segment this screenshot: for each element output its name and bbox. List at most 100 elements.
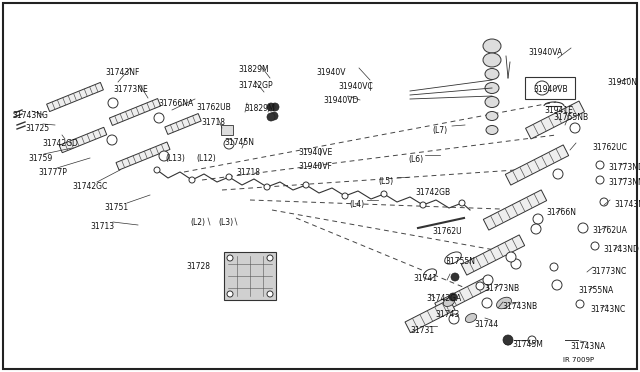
Text: 31940VA: 31940VA <box>528 48 563 57</box>
Text: (L5): (L5) <box>378 177 393 186</box>
Text: 31725: 31725 <box>25 124 49 133</box>
Ellipse shape <box>483 53 501 67</box>
Bar <box>224 252 276 300</box>
Text: (L13): (L13) <box>165 154 185 163</box>
Circle shape <box>189 177 195 183</box>
Circle shape <box>224 139 234 149</box>
Text: 31773NC: 31773NC <box>591 267 627 276</box>
Text: 31762U: 31762U <box>432 227 461 236</box>
Circle shape <box>420 202 426 208</box>
Text: 31773NB: 31773NB <box>484 284 519 293</box>
Text: 31718: 31718 <box>201 118 225 127</box>
Text: 31745M: 31745M <box>512 340 543 349</box>
Circle shape <box>267 113 275 121</box>
Polygon shape <box>506 145 569 185</box>
Text: 31743ND: 31743ND <box>603 245 639 254</box>
Text: 31829M: 31829M <box>238 65 269 74</box>
Ellipse shape <box>445 252 461 264</box>
Text: 31773NN: 31773NN <box>608 178 640 187</box>
Circle shape <box>528 336 536 344</box>
Ellipse shape <box>497 297 511 309</box>
Circle shape <box>159 151 169 161</box>
Circle shape <box>535 81 549 95</box>
Text: 31759: 31759 <box>28 154 52 163</box>
Ellipse shape <box>483 39 501 53</box>
Text: 31743: 31743 <box>435 310 460 319</box>
Text: 31742GB: 31742GB <box>415 188 450 197</box>
Text: 31829M: 31829M <box>244 104 275 113</box>
Text: 31743NC: 31743NC <box>590 305 625 314</box>
Text: 31742GD: 31742GD <box>42 139 78 148</box>
Text: 31745N: 31745N <box>224 138 254 147</box>
Circle shape <box>267 291 273 297</box>
FancyBboxPatch shape <box>525 77 575 99</box>
Text: 31755N: 31755N <box>445 257 475 266</box>
Polygon shape <box>525 101 584 139</box>
Text: 31773NE: 31773NE <box>113 85 148 94</box>
Text: (L12): (L12) <box>196 154 216 163</box>
Circle shape <box>600 198 608 206</box>
Text: 31742GA: 31742GA <box>426 294 461 303</box>
Text: 31744: 31744 <box>474 320 499 329</box>
Text: (L4): (L4) <box>349 200 364 209</box>
Circle shape <box>108 98 118 108</box>
Circle shape <box>550 263 558 271</box>
Circle shape <box>576 300 584 308</box>
Circle shape <box>533 214 543 224</box>
Circle shape <box>553 169 563 179</box>
Circle shape <box>342 193 348 199</box>
Text: 31743NG: 31743NG <box>12 111 48 120</box>
Polygon shape <box>435 278 489 314</box>
Text: 31940N: 31940N <box>607 78 637 87</box>
Ellipse shape <box>486 125 498 135</box>
Circle shape <box>154 167 160 173</box>
Circle shape <box>303 182 309 188</box>
Circle shape <box>227 291 233 297</box>
Text: 31762UB: 31762UB <box>196 103 231 112</box>
Circle shape <box>511 259 521 269</box>
Circle shape <box>591 242 599 250</box>
Text: 31940VF: 31940VF <box>298 162 332 171</box>
Text: 31940VE: 31940VE <box>298 148 332 157</box>
Text: 31940VC: 31940VC <box>338 82 372 91</box>
Circle shape <box>476 282 484 290</box>
Text: 31762UC: 31762UC <box>592 143 627 152</box>
Polygon shape <box>165 113 201 134</box>
Text: 31751: 31751 <box>104 203 128 212</box>
Circle shape <box>226 174 232 180</box>
Circle shape <box>227 255 233 261</box>
Circle shape <box>267 255 273 261</box>
Text: 31743NB: 31743NB <box>502 302 537 311</box>
Text: 31718: 31718 <box>236 168 260 177</box>
Text: 31762UA: 31762UA <box>592 226 627 235</box>
Text: 31773ND: 31773ND <box>608 163 640 172</box>
Ellipse shape <box>444 298 454 307</box>
Circle shape <box>270 112 278 120</box>
Circle shape <box>459 200 465 206</box>
Circle shape <box>570 123 580 133</box>
Polygon shape <box>60 127 107 153</box>
Circle shape <box>504 337 512 345</box>
Text: 31741: 31741 <box>413 274 437 283</box>
Ellipse shape <box>486 112 498 121</box>
Text: 31766N: 31766N <box>546 208 576 217</box>
Text: 31941E: 31941E <box>544 106 573 115</box>
Text: 31940V: 31940V <box>316 68 346 77</box>
Bar <box>221 125 233 135</box>
Polygon shape <box>461 235 525 275</box>
Circle shape <box>483 275 493 285</box>
Text: 31742GP: 31742GP <box>238 81 273 90</box>
Text: 31728: 31728 <box>186 262 210 271</box>
Ellipse shape <box>424 269 436 279</box>
Text: IR 7009P: IR 7009P <box>563 357 594 363</box>
Circle shape <box>264 184 270 190</box>
Ellipse shape <box>485 96 499 108</box>
Polygon shape <box>47 83 104 112</box>
Circle shape <box>381 191 387 197</box>
Text: 31777P: 31777P <box>38 168 67 177</box>
Circle shape <box>503 335 513 345</box>
Circle shape <box>596 176 604 184</box>
Circle shape <box>107 135 117 145</box>
Polygon shape <box>405 299 455 333</box>
Text: (L7): (L7) <box>432 126 447 135</box>
